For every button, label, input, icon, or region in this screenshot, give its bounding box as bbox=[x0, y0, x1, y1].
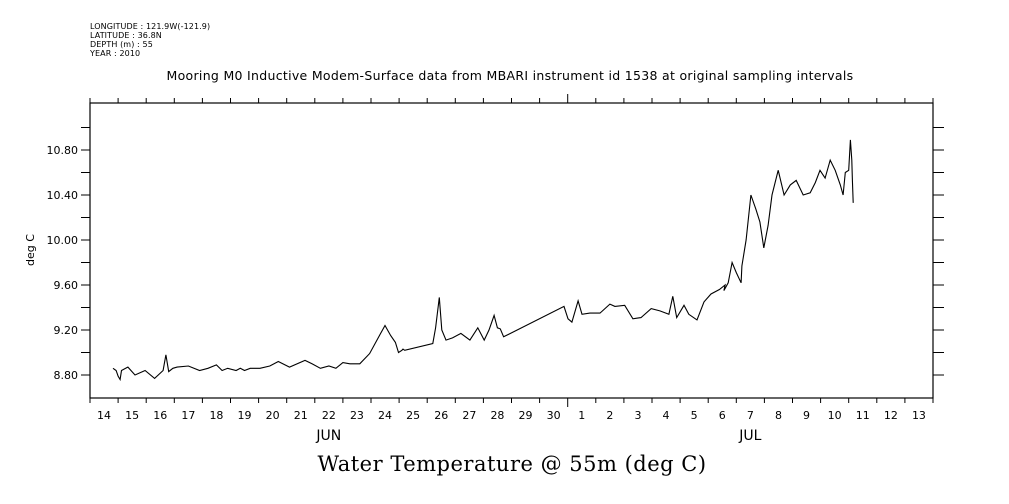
x-tick-label: 2 bbox=[606, 409, 613, 422]
x-tick-label: 24 bbox=[378, 409, 392, 422]
x-axis-title: Water Temperature @ 55m (deg C) bbox=[317, 452, 707, 476]
x-tick-label: 4 bbox=[663, 409, 670, 422]
x-tick-label: 3 bbox=[634, 409, 641, 422]
x-tick-label: 23 bbox=[350, 409, 364, 422]
x-tick-label: 13 bbox=[912, 409, 926, 422]
x-tick-label: 16 bbox=[153, 409, 167, 422]
x-tick-label: 14 bbox=[97, 409, 111, 422]
month-label: JUL bbox=[738, 428, 761, 444]
y-tick-label: 10.80 bbox=[47, 144, 79, 157]
x-axis-ticks: 14 15 16 17 18 19 20 21 22 23 24 25 26 27 28 29 30 1 2 3 4 5 6… bbox=[89, 94, 934, 444]
x-tick-label: 15 bbox=[125, 409, 139, 422]
month-label: JUN bbox=[315, 428, 341, 444]
x-tick-label: 12 bbox=[884, 409, 898, 422]
latitude-label: LATITUDE : 36.8N bbox=[90, 31, 162, 40]
x-tick-label: 18 bbox=[209, 409, 223, 422]
plot-frame bbox=[89, 102, 934, 399]
year-label: YEAR : 2010 bbox=[90, 49, 141, 58]
x-tick-label: 27 bbox=[462, 409, 476, 422]
x-tick-label: 26 bbox=[434, 409, 448, 422]
metadata-block: LONGITUDE : 121.9W(-121.9) LATITUDE : 36… bbox=[90, 22, 210, 58]
plot-area bbox=[112, 139, 854, 382]
x-tick-label: 9 bbox=[803, 409, 810, 422]
temperature-series-line bbox=[112, 139, 854, 382]
x-tick-label: 6 bbox=[719, 409, 726, 422]
y-tick-label: 10.40 bbox=[47, 189, 79, 202]
x-tick-label: 29 bbox=[519, 409, 533, 422]
x-tick-label: 10 bbox=[828, 409, 842, 422]
x-tick-label: 8 bbox=[775, 409, 782, 422]
y-axis-ticks: 8.80 9.20 9.60 10.00 10.40 10.80 bbox=[47, 127, 944, 382]
x-tick-label: 25 bbox=[406, 409, 420, 422]
x-tick-label: 20 bbox=[266, 409, 280, 422]
depth-label: DEPTH (m) : 55 bbox=[90, 40, 153, 49]
y-tick-label: 8.80 bbox=[54, 369, 79, 382]
x-tick-label: 7 bbox=[747, 409, 754, 422]
x-tick-label: 11 bbox=[856, 409, 870, 422]
axes bbox=[89, 102, 934, 399]
chart-title: Mooring M0 Inductive Modem-Surface data … bbox=[166, 68, 854, 83]
y-tick-label: 10.00 bbox=[47, 234, 79, 247]
y-axis-label: deg C bbox=[24, 234, 37, 266]
x-tick-label: 17 bbox=[181, 409, 195, 422]
x-tick-label: 28 bbox=[490, 409, 504, 422]
x-tick-label: 19 bbox=[238, 409, 252, 422]
x-tick-label: 30 bbox=[547, 409, 561, 422]
y-tick-label: 9.20 bbox=[54, 324, 79, 337]
x-tick-label: 5 bbox=[691, 409, 698, 422]
x-tick-label: 1 bbox=[578, 409, 585, 422]
longitude-label: LONGITUDE : 121.9W(-121.9) bbox=[90, 22, 211, 31]
y-tick-label: 9.60 bbox=[54, 279, 79, 292]
x-tick-label: 22 bbox=[322, 409, 336, 422]
x-tick-label: 21 bbox=[294, 409, 308, 422]
